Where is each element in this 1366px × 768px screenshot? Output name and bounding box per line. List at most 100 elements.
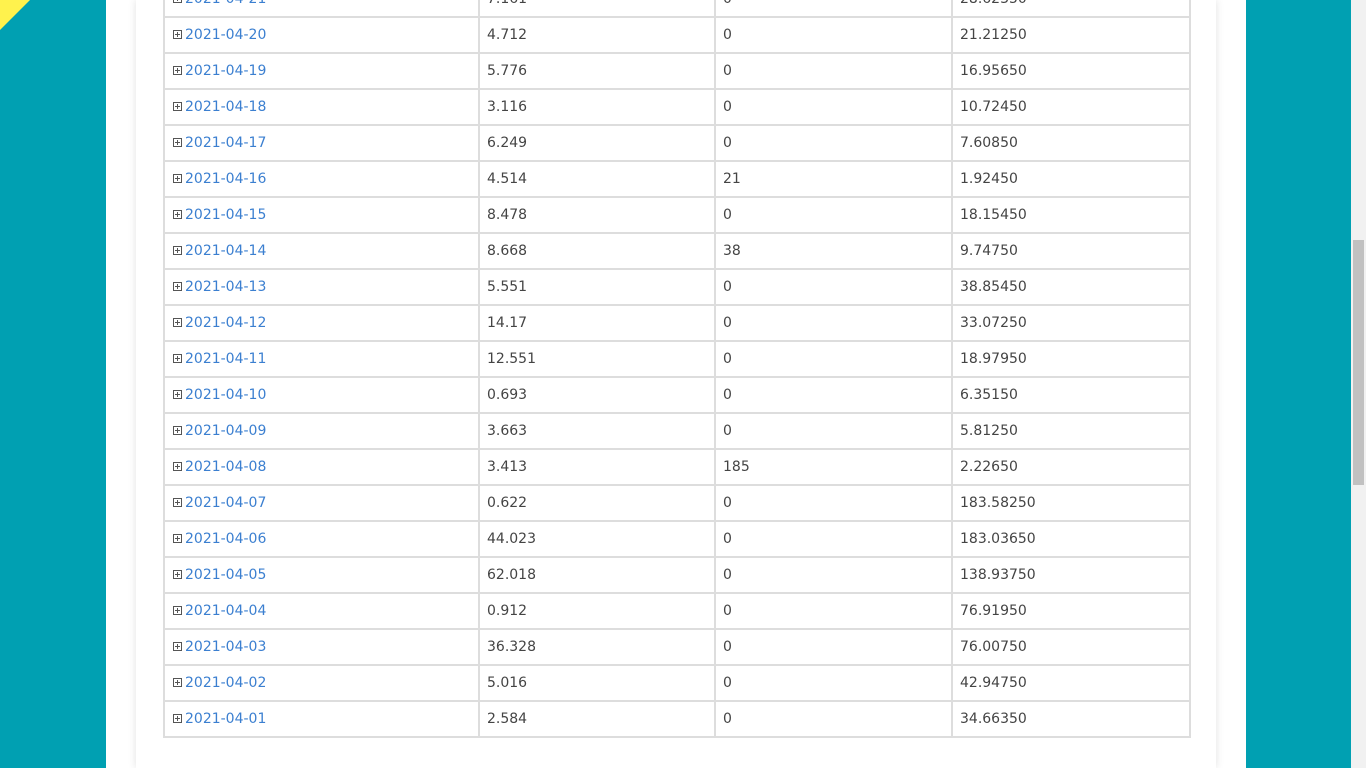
table-cell: 2021-04-10 [163, 376, 480, 414]
expand-icon[interactable] [173, 533, 182, 543]
table-row: 2021-04-01 2.584 0 34.66350 [163, 700, 1191, 738]
table-cell: 42.94750 [951, 664, 1191, 702]
table-cell: 36.328 [478, 628, 716, 666]
table-cell: 0 [714, 412, 953, 450]
table-row: 2021-04-05 62.018 0 138.93750 [163, 556, 1191, 594]
table-cell: 34.66350 [951, 700, 1191, 738]
table-cell: 183.58250 [951, 484, 1191, 522]
expand-icon[interactable] [173, 173, 182, 183]
table-cell: 0 [714, 196, 953, 234]
expand-icon[interactable] [173, 677, 182, 687]
table-cell: 0 [714, 52, 953, 90]
table-cell: 5.016 [478, 664, 716, 702]
table-row: 2021-04-03 36.328 0 76.00750 [163, 628, 1191, 666]
table-cell: 138.93750 [951, 556, 1191, 594]
expand-icon[interactable] [173, 569, 182, 579]
expand-icon[interactable] [173, 389, 182, 399]
table-cell: 2021-04-08 [163, 448, 480, 486]
table-row: 2021-04-14 8.668 38 9.74750 [163, 232, 1191, 270]
expand-icon[interactable] [173, 245, 182, 255]
expand-icon[interactable] [173, 317, 182, 327]
table-cell: 2.584 [478, 700, 716, 738]
table-cell: 0 [714, 124, 953, 162]
table-cell: 2021-04-06 [163, 520, 480, 558]
table-cell: 12.551 [478, 340, 716, 378]
table-cell: 2021-04-17 [163, 124, 480, 162]
table-cell: 6.35150 [951, 376, 1191, 414]
date-link[interactable]: 2021-04-11 [185, 351, 267, 367]
table-cell: 2021-04-18 [163, 88, 480, 126]
expand-icon[interactable] [173, 425, 182, 435]
table-cell: 33.07250 [951, 304, 1191, 342]
scrollbar-thumb[interactable] [1353, 240, 1364, 485]
table-row: 2021-04-19 5.776 0 16.95650 [163, 52, 1191, 90]
expand-icon[interactable] [173, 713, 182, 723]
date-link[interactable]: 2021-04-16 [185, 171, 267, 187]
date-link[interactable]: 2021-04-19 [185, 63, 267, 79]
date-link[interactable]: 2021-04-08 [185, 459, 267, 475]
date-link[interactable]: 2021-04-18 [185, 99, 267, 115]
table-cell: 8.668 [478, 232, 716, 270]
date-link[interactable]: 2021-04-02 [185, 675, 267, 691]
table-cell: 7.161 [478, 0, 716, 18]
table-cell: 2021-04-07 [163, 484, 480, 522]
expand-icon[interactable] [173, 605, 182, 615]
table-cell: 0 [714, 16, 953, 54]
date-link[interactable]: 2021-04-20 [185, 27, 267, 43]
table-cell: 1.92450 [951, 160, 1191, 198]
expand-icon[interactable] [173, 29, 182, 39]
table-cell: 0 [714, 376, 953, 414]
date-link[interactable]: 2021-04-03 [185, 639, 267, 655]
table-cell: 7.60850 [951, 124, 1191, 162]
table-cell: 3.413 [478, 448, 716, 486]
expand-icon[interactable] [173, 101, 182, 111]
table-row: 2021-04-07 0.622 0 183.58250 [163, 484, 1191, 522]
table-cell: 0 [714, 484, 953, 522]
table-cell: 0 [714, 340, 953, 378]
expand-icon[interactable] [173, 497, 182, 507]
table-cell: 21.21250 [951, 16, 1191, 54]
expand-icon[interactable] [173, 281, 182, 291]
table-cell: 2021-04-20 [163, 16, 480, 54]
table-cell: 2021-04-14 [163, 232, 480, 270]
date-link[interactable]: 2021-04-04 [185, 603, 267, 619]
table-cell: 16.95650 [951, 52, 1191, 90]
date-link[interactable]: 2021-04-07 [185, 495, 267, 511]
date-link[interactable]: 2021-04-13 [185, 279, 267, 295]
expand-icon[interactable] [173, 137, 182, 147]
table-cell: 2021-04-21 [163, 0, 480, 18]
scrollbar[interactable] [1351, 0, 1366, 768]
date-link[interactable]: 2021-04-05 [185, 567, 267, 583]
table-cell: 6.249 [478, 124, 716, 162]
expand-icon[interactable] [173, 353, 182, 363]
table-row: 2021-04-17 6.249 0 7.60850 [163, 124, 1191, 162]
date-link[interactable]: 2021-04-09 [185, 423, 267, 439]
table-cell: 2021-04-02 [163, 664, 480, 702]
table-cell: 3.116 [478, 88, 716, 126]
table-cell: 2021-04-15 [163, 196, 480, 234]
table-cell: 2021-04-01 [163, 700, 480, 738]
table-row: 2021-04-10 0.693 0 6.35150 [163, 376, 1191, 414]
date-link[interactable]: 2021-04-17 [185, 135, 267, 151]
expand-icon[interactable] [173, 641, 182, 651]
expand-icon[interactable] [173, 461, 182, 471]
date-link[interactable]: 2021-04-06 [185, 531, 267, 547]
table-cell: 2021-04-05 [163, 556, 480, 594]
expand-icon[interactable] [173, 65, 182, 75]
date-link[interactable]: 2021-04-12 [185, 315, 267, 331]
table-cell: 0.912 [478, 592, 716, 630]
table-cell: 8.478 [478, 196, 716, 234]
date-link[interactable]: 2021-04-14 [185, 243, 267, 259]
table-cell: 0 [714, 700, 953, 738]
table-cell: 183.03650 [951, 520, 1191, 558]
table-cell: 0 [714, 304, 953, 342]
date-link[interactable]: 2021-04-10 [185, 387, 267, 403]
expand-icon[interactable] [173, 209, 182, 219]
table-row: 2021-04-04 0.912 0 76.91950 [163, 592, 1191, 630]
date-link[interactable]: 2021-04-15 [185, 207, 267, 223]
expand-icon[interactable] [173, 0, 182, 3]
table-row: 2021-04-15 8.478 0 18.15450 [163, 196, 1191, 234]
table-cell: 3.663 [478, 412, 716, 450]
date-link[interactable]: 2021-04-21 [185, 0, 266, 7]
date-link[interactable]: 2021-04-01 [185, 711, 267, 727]
